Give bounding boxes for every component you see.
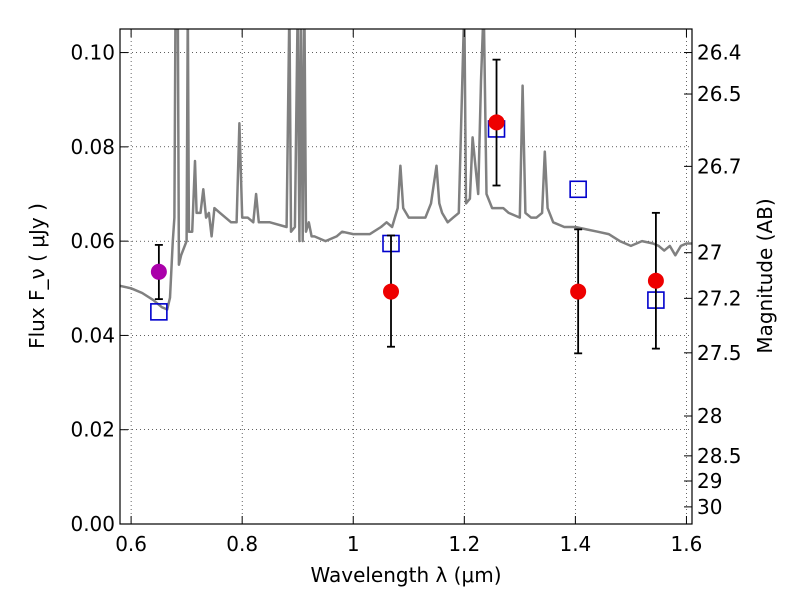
y2-tick-label: 28.5: [697, 444, 742, 468]
x-axis-label: Wavelength λ (μm): [310, 563, 501, 587]
y2-tick-label: 29: [697, 469, 722, 493]
x-tick-label: 1.6: [671, 532, 703, 556]
model-square-point: [569, 180, 587, 199]
y-tick-label: 0.04: [70, 323, 115, 347]
model-square-point: [150, 303, 168, 321]
y2-tick-label: 27.2: [697, 286, 742, 310]
y2-axis-label: Magnitude (AB): [753, 198, 777, 353]
axis-ticks: 0.6 0.8 1 1.2 1.4 1.6 0.00 0.02 0.04 0.06 0.08 0.10…: [70, 29, 742, 556]
x-axis-label-text: Wavelength λ (μm): [310, 563, 501, 587]
y-tick-label: 0.00: [70, 512, 115, 536]
y-axis-label-text: Flux F_ν ( μJy ): [25, 203, 49, 349]
y-tick-label: 0.10: [70, 41, 115, 65]
x-tick-label: 0.6: [115, 532, 147, 556]
x-tick-label: 1: [347, 532, 360, 556]
y2-tick-label: 26.4: [697, 41, 742, 65]
x-tick-label: 1.4: [559, 532, 591, 556]
plot-area: [120, 29, 692, 355]
grid-lines: [120, 29, 692, 525]
y2-tick-label: 26.5: [697, 82, 742, 106]
y-tick-label: 0.06: [70, 229, 115, 253]
y-axis-label: Flux F_ν ( μJy ): [25, 203, 49, 349]
x-tick-label: 1.2: [448, 532, 480, 556]
y2-axis-label-text: Magnitude (AB): [753, 198, 777, 353]
y2-tick-label: 30: [697, 495, 722, 519]
magenta-data-point: [150, 263, 167, 280]
y2-tick-label: 27: [697, 241, 722, 265]
red-data-point: [383, 283, 400, 300]
y2-tick-label: 27.5: [697, 341, 742, 365]
red-data-point: [647, 272, 664, 289]
plot-frame: [119, 28, 693, 525]
y-tick-label: 0.02: [70, 418, 115, 442]
red-data-point: [570, 283, 587, 300]
x-tick-label: 0.8: [226, 532, 258, 556]
y2-tick-label: 26.7: [697, 154, 742, 178]
red-data-point: [488, 114, 505, 131]
spectrum-line: [120, 29, 692, 311]
y2-tick-label: 28: [697, 404, 722, 428]
y-tick-label: 0.08: [70, 135, 115, 159]
